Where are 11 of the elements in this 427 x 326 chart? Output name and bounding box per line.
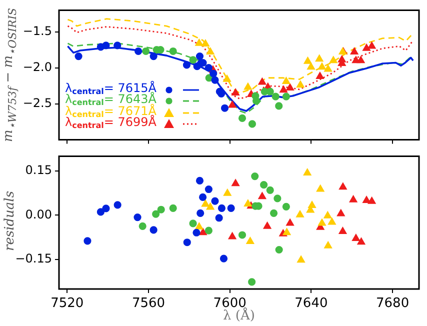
x-tick-label: 7560 xyxy=(132,296,166,312)
y-tick-label: −0.15 xyxy=(15,252,52,266)
x-tick-label: 7680 xyxy=(376,296,410,312)
y-tick-label: 0.15 xyxy=(25,163,52,178)
y-tick-label: 0.00 xyxy=(25,207,52,222)
x-tick-label: 7520 xyxy=(50,296,84,312)
x-tick-label: 7640 xyxy=(294,296,328,312)
y-axis-title: residuals xyxy=(2,190,18,251)
y-tick-label: −2.5 xyxy=(22,96,52,110)
y-tick-label: −1.5 xyxy=(22,24,52,38)
y-tick-label: −2.0 xyxy=(22,60,52,74)
